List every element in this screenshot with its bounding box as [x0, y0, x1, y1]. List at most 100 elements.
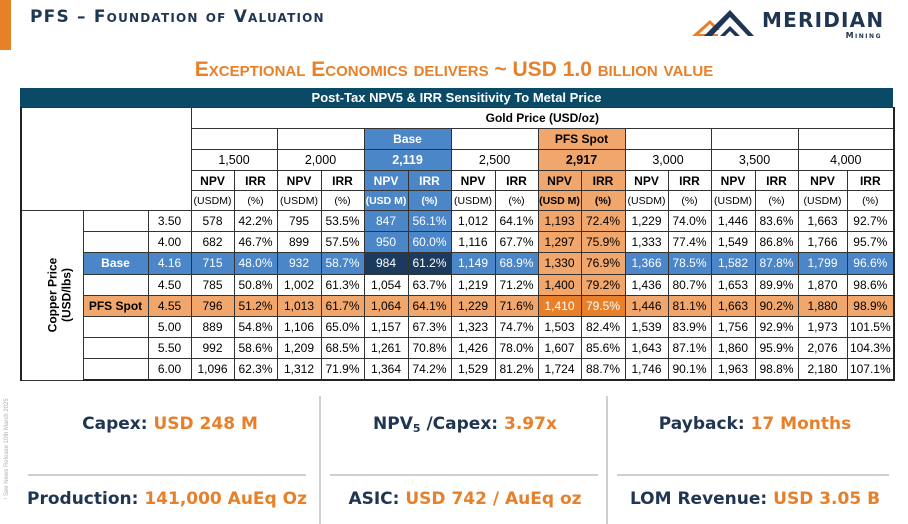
npv-unit: (USDM)	[190, 190, 235, 211]
irr-cell: 76.9%	[580, 252, 626, 275]
copper-scenario-tag	[82, 358, 149, 382]
npv-header: NPV	[363, 170, 409, 191]
stat-label: NPV5 /Capex:	[373, 414, 505, 435]
npv-cell: 1,860	[710, 337, 756, 360]
irr-cell: 87.8%	[754, 252, 799, 275]
table-row: Copper Price (USD/lbs) 3.50 578 42.2% 795 53.5…	[20, 209, 896, 381]
npv-unit: (USDM)	[450, 190, 496, 211]
divider	[330, 474, 598, 476]
irr-cell: 70.8%	[407, 337, 452, 360]
irr-cell: 83.9%	[667, 315, 712, 339]
npv-unit: (USDM)	[797, 190, 848, 211]
npv-cell: 1,663	[710, 294, 756, 317]
npv-cell: 2,076	[797, 337, 848, 360]
irr-cell: 54.8%	[233, 315, 278, 339]
irr-cell: 71.9%	[320, 358, 365, 382]
sensitivity-table: Gold Price (USD/oz) Base PFS Spot 1,500 2,…	[20, 107, 896, 382]
irr-unit: (%)	[754, 190, 799, 211]
npv-cell: 1,157	[363, 315, 409, 339]
stat-value: 17 Months	[750, 414, 852, 434]
gold-price-header: 3,500	[710, 149, 799, 171]
irr-cell: 81.1%	[667, 294, 712, 317]
npv-unit: (USDM)	[710, 190, 756, 211]
stat-lom-revenue: LOM Revenue: USD 3.05 B	[610, 489, 900, 509]
npv-cell: 1,193	[537, 209, 582, 233]
copper-scenario-tag	[82, 315, 149, 339]
irr-cell: 64.1%	[407, 294, 452, 317]
irr-cell: 51.2%	[233, 294, 278, 317]
irr-cell: 79.2%	[580, 273, 626, 296]
irr-cell: 58.7%	[320, 252, 365, 275]
irr-cell: 81.2%	[494, 358, 539, 382]
table-row: 5.50 992 58.6% 1,209 68.5% 1,261 70.8% 1,426 78.…	[21, 337, 896, 360]
gold-price-header: 2,917	[537, 149, 626, 171]
npv-cell: 1,400	[537, 273, 582, 296]
gold-scenario-tag	[624, 128, 712, 150]
npv-cell: 1,312	[276, 358, 322, 382]
npv-cell: 1,746	[624, 358, 669, 382]
key-metrics: Capex: USD 248 M NPV5 /Capex: 3.97x Payb…	[0, 390, 908, 524]
irr-cell: 95.9%	[754, 337, 799, 360]
gold-price-header: 3,000	[624, 149, 712, 171]
npv-cell: 1,503	[537, 315, 582, 339]
irr-cell: 64.1%	[494, 209, 539, 233]
npv-header: NPV	[624, 170, 669, 191]
copper-price: 4.16	[147, 252, 192, 275]
table-row: 5.00 889 54.8% 1,106 65.0% 1,157 67.3% 1,323 74.…	[21, 315, 896, 339]
gold-price-header: 2,000	[276, 149, 365, 171]
irr-cell: 57.5%	[320, 231, 365, 254]
copper-scenario-tag	[82, 209, 149, 233]
npv-header: NPV	[797, 170, 848, 191]
irr-cell: 58.6%	[233, 337, 278, 360]
irr-unit: (%)	[846, 190, 896, 211]
npv-cell: 1,663	[797, 209, 848, 233]
npv-header: NPV	[276, 170, 322, 191]
axis-line: Copper Price	[45, 257, 60, 333]
irr-header: IRR	[407, 170, 452, 191]
copper-price: 3.50	[147, 209, 192, 233]
irr-cell: 88.7%	[580, 358, 626, 382]
npv-cell: 984	[363, 252, 409, 275]
stat-value: USD 742 / AuEq oz	[405, 489, 582, 509]
irr-cell: 104.3%	[846, 337, 896, 360]
irr-cell: 74.7%	[494, 315, 539, 339]
gold-price-header: 2,500	[450, 149, 539, 171]
npv-cell: 847	[363, 209, 409, 233]
gold-scenario-tag	[190, 128, 278, 150]
company-logo: MERIDIAN Mining	[690, 8, 890, 42]
gold-scenario-tag	[797, 128, 896, 150]
axis-line: (USD/lbs)	[59, 268, 74, 323]
stat-capex: Capex: USD 248 M	[20, 414, 320, 434]
npv-cell: 1,002	[276, 273, 322, 296]
npv-header: NPV	[450, 170, 496, 191]
npv-unit: (USDM)	[276, 190, 322, 211]
irr-cell: 101.5%	[846, 315, 896, 339]
npv-cell: 1,607	[537, 337, 582, 360]
irr-cell: 60.0%	[407, 231, 452, 254]
irr-cell: 92.7%	[846, 209, 896, 233]
irr-cell: 95.7%	[846, 231, 896, 254]
stat-value: USD 3.05 B	[773, 489, 881, 509]
npv-unit: (USD M)	[363, 190, 409, 211]
irr-cell: 90.2%	[754, 294, 799, 317]
accent-bar	[0, 0, 11, 50]
irr-cell: 53.5%	[320, 209, 365, 233]
irr-cell: 92.9%	[754, 315, 799, 339]
irr-cell: 107.1%	[846, 358, 896, 382]
table-row: 6.00 1,096 62.3% 1,312 71.9% 1,364 74.2% 1,529 8…	[21, 358, 896, 382]
irr-cell: 62.3%	[233, 358, 278, 382]
irr-cell: 48.0%	[233, 252, 278, 275]
divider	[606, 396, 608, 524]
npv-unit: (USD M)	[537, 190, 582, 211]
npv-cell: 1,323	[450, 315, 496, 339]
stat-asic: ASIC: USD 742 / AuEq oz	[320, 489, 610, 509]
npv-unit: (USDM)	[624, 190, 669, 211]
npv-header: NPV	[190, 170, 235, 191]
npv-cell: 796	[190, 294, 235, 317]
copper-axis-label-text: Copper Price (USD/lbs)	[45, 258, 73, 333]
copper-price: 5.00	[147, 315, 192, 339]
stat-npv-capex: NPV5 /Capex: 3.97x	[320, 414, 610, 435]
stat-label: Capex:	[82, 414, 154, 434]
table-corner	[20, 107, 192, 211]
npv-cell: 1,096	[190, 358, 235, 382]
